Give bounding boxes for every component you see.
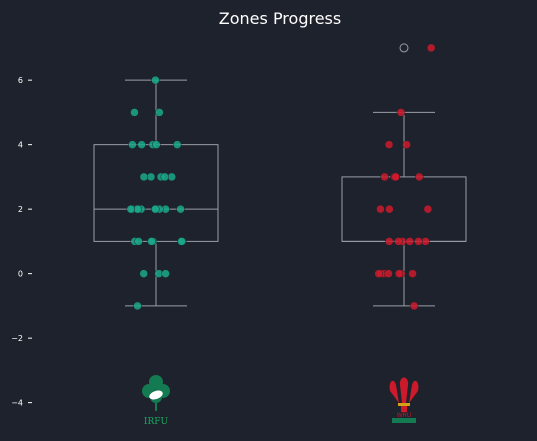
data-point — [409, 301, 419, 311]
data-point — [391, 172, 400, 182]
y-tick-label: 2 — [18, 205, 23, 214]
data-point — [415, 172, 424, 182]
data-point — [133, 204, 143, 214]
data-point — [396, 108, 406, 117]
wru-logo-text: WRU — [397, 413, 411, 419]
data-point — [394, 269, 404, 278]
data-point — [161, 269, 170, 278]
y-tick-label: 6 — [18, 76, 23, 85]
data-point — [380, 172, 389, 182]
irfu-shamrock-logo: IRFU — [142, 375, 170, 427]
box-group — [341, 43, 467, 311]
data-point — [152, 140, 161, 149]
y-tick-label: 4 — [18, 141, 23, 150]
data-point — [151, 75, 160, 85]
y-tick-label: −2 — [11, 334, 23, 343]
data-point — [134, 237, 143, 246]
data-point — [385, 204, 394, 214]
data-point — [130, 108, 139, 117]
data-point — [139, 269, 148, 278]
outlier-marker — [399, 43, 409, 53]
data-point — [414, 237, 423, 246]
data-point — [126, 204, 136, 214]
data-point — [384, 237, 394, 246]
data-point — [394, 237, 403, 246]
box-group — [93, 75, 219, 311]
data-point — [402, 140, 411, 149]
data-point — [172, 140, 182, 149]
data-point — [146, 172, 156, 182]
data-point — [408, 269, 417, 278]
data-point — [147, 237, 156, 246]
data-point — [423, 204, 433, 214]
data-point — [139, 172, 149, 182]
data-point — [426, 43, 436, 53]
data-point — [137, 140, 146, 149]
data-point — [155, 108, 164, 117]
data-point — [176, 204, 185, 214]
data-point — [151, 204, 160, 214]
data-point — [384, 269, 393, 278]
y-tick-label: 0 — [18, 270, 23, 279]
data-point — [374, 269, 383, 278]
data-point — [177, 237, 186, 246]
data-point — [160, 172, 170, 182]
wru-feathers-logo: WRU — [389, 377, 419, 423]
data-point — [384, 140, 394, 149]
data-point — [405, 237, 415, 246]
y-tick-label: −4 — [11, 399, 23, 408]
plot-area — [93, 43, 467, 311]
data-point — [128, 140, 137, 149]
y-axis: −4 −2 0 2 4 6 — [11, 76, 32, 408]
iqr-box — [93, 144, 219, 242]
irfu-logo-text: IRFU — [144, 417, 169, 427]
data-point — [376, 204, 385, 214]
iqr-box — [341, 176, 467, 242]
data-point — [133, 301, 142, 311]
chart-title: Zones Progress — [219, 9, 341, 28]
